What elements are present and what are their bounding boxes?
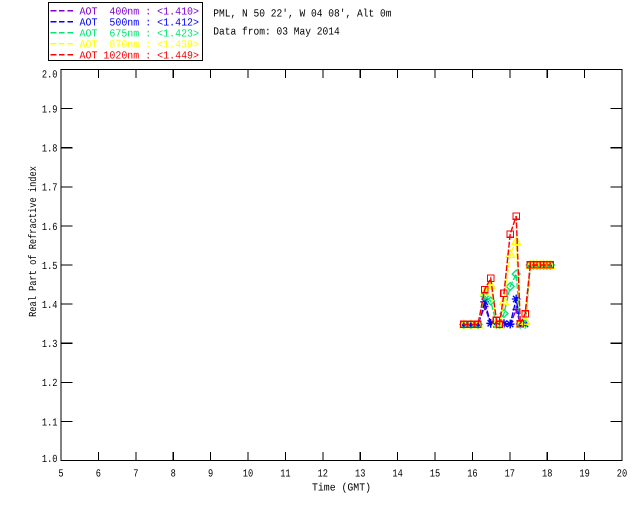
svg-text:AOT 675nm : <1.423>: AOT 675nm : <1.423> — [80, 29, 200, 41]
svg-text:5: 5 — [58, 468, 63, 480]
svg-text:1.3: 1.3 — [42, 339, 58, 351]
svg-text:1.0: 1.0 — [42, 454, 58, 466]
svg-text:6: 6 — [96, 468, 101, 480]
svg-text:15: 15 — [430, 468, 440, 480]
svg-text:17: 17 — [505, 468, 515, 480]
svg-text:10: 10 — [243, 468, 253, 480]
svg-text:20: 20 — [617, 468, 627, 480]
svg-text:19: 19 — [579, 468, 589, 480]
svg-text:18: 18 — [542, 468, 552, 480]
svg-text:AOT 500nm : <1.412>: AOT 500nm : <1.412> — [80, 18, 200, 30]
svg-text:9: 9 — [208, 468, 213, 480]
svg-text:8: 8 — [171, 468, 176, 480]
svg-text:14: 14 — [392, 468, 402, 480]
svg-text:1.2: 1.2 — [42, 378, 58, 390]
svg-text:1.8: 1.8 — [42, 144, 58, 156]
svg-text:Time (GMT): Time (GMT) — [312, 483, 371, 495]
svg-text:13: 13 — [355, 468, 365, 480]
svg-text:1.7: 1.7 — [42, 183, 58, 195]
svg-text:Data from: 03 May 2014: Data from: 03 May 2014 — [213, 26, 339, 38]
svg-text:AOT 400nm : <1.410>: AOT 400nm : <1.410> — [80, 7, 200, 19]
svg-text:1.1: 1.1 — [42, 417, 58, 429]
svg-text:2.0: 2.0 — [42, 69, 58, 81]
svg-text:1.6: 1.6 — [42, 222, 58, 234]
svg-text:7: 7 — [133, 468, 138, 480]
svg-text:1.9: 1.9 — [42, 105, 58, 117]
svg-text:1.4: 1.4 — [42, 300, 58, 312]
svg-text:12: 12 — [318, 468, 328, 480]
svg-text:AOT 870nm : <1.439>: AOT 870nm : <1.439> — [80, 40, 200, 52]
svg-text:Real Part of Refractive index: Real Part of Refractive index — [28, 166, 40, 317]
svg-text:16: 16 — [467, 468, 477, 480]
svg-text:1.5: 1.5 — [42, 261, 58, 273]
svg-text:11: 11 — [280, 468, 290, 480]
svg-text:PML, N 50 22', W 04 08', Alt 0: PML, N 50 22', W 04 08', Alt 0m — [213, 9, 391, 21]
svg-text:AOT 1020nm : <1.449>: AOT 1020nm : <1.449> — [80, 51, 200, 63]
